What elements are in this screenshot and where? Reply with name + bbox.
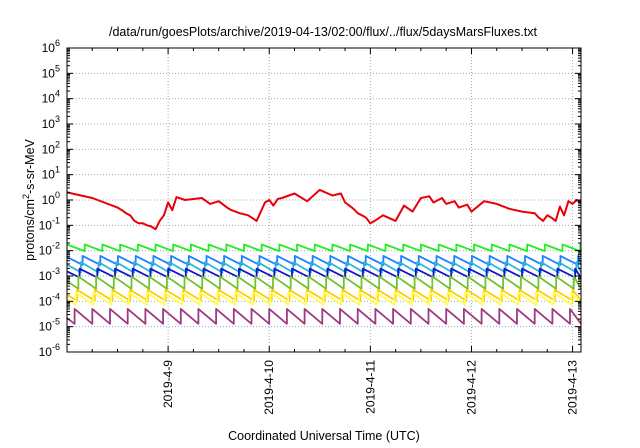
y-tick-label: 103 — [42, 114, 60, 131]
series-line-1 — [66, 188, 582, 231]
y-axis-label: protons/cm2-s-sr-MeV — [21, 138, 37, 260]
y-axis-label-main: protons/cm — [23, 199, 37, 261]
x-tick-labels: 2019-4-9 2019-4-10 2019-4-11 2019-4-12 2019-… — [161, 360, 579, 415]
y-tick-exp: -5 — [52, 317, 60, 327]
y-tick-base: 10 — [42, 117, 56, 131]
y-tick-exp: 6 — [55, 38, 60, 48]
y-tick-base: 10 — [42, 41, 56, 55]
y-tick-exp: -6 — [52, 342, 60, 352]
y-tick-exp: 2 — [55, 139, 60, 149]
y-tick-base: 10 — [42, 92, 56, 106]
y-tick-labels: 10-610-510-410-310-210-11001011021031041… — [39, 38, 60, 359]
series-line-5 — [66, 267, 582, 279]
y-tick-label: 105 — [42, 63, 60, 80]
y-tick-exp: -4 — [52, 291, 60, 301]
series-line-4 — [66, 261, 582, 274]
series-line-6 — [66, 275, 582, 290]
y-tick-base: 10 — [39, 294, 53, 308]
y-tick-exp: 4 — [55, 89, 60, 99]
y-tick-exp: 0 — [55, 190, 60, 200]
x-tick-label: 2019-4-12 — [464, 360, 478, 415]
y-tick-base: 10 — [39, 218, 53, 232]
plot-frame — [66, 47, 582, 353]
x-axis-label: Coordinated Universal Time (UTC) — [228, 429, 420, 443]
x-tick-label: 2019-4-11 — [363, 360, 377, 414]
y-tick-label: 10-6 — [39, 342, 60, 359]
y-tick-base: 10 — [39, 244, 53, 258]
axis-ticks — [67, 47, 581, 353]
y-tick-base: 10 — [42, 142, 56, 156]
y-tick-base: 10 — [39, 345, 53, 359]
grid — [67, 48, 581, 352]
y-tick-label: 10-5 — [39, 317, 60, 334]
y-tick-label: 104 — [42, 89, 60, 106]
y-tick-exp: 1 — [55, 165, 60, 175]
series-line-9 — [66, 308, 582, 325]
chart-title: /data/run/goesPlots/archive/2019-04-13/0… — [109, 25, 538, 39]
y-tick-exp: -2 — [52, 241, 60, 251]
y-tick-base: 10 — [39, 269, 53, 283]
y-tick-exp: -3 — [52, 266, 60, 276]
y-tick-exp: 3 — [55, 114, 60, 124]
y-tick-label: 10-2 — [39, 241, 60, 258]
y-tick-exp: 5 — [55, 63, 60, 73]
series-line-8 — [66, 291, 582, 306]
y-tick-base: 10 — [42, 193, 56, 207]
x-tick-label: 2019-4-9 — [161, 360, 175, 408]
y-tick-base: 10 — [39, 320, 53, 334]
series-line-7 — [66, 289, 582, 302]
y-tick-label: 101 — [42, 165, 60, 182]
y-tick-base: 10 — [42, 66, 56, 80]
x-tick-label: 2019-4-13 — [566, 360, 580, 415]
y-tick-label: 100 — [42, 190, 60, 207]
y-tick-base: 10 — [42, 168, 56, 182]
series-line-2 — [66, 243, 582, 252]
y-axis-label-sup: 2 — [21, 194, 31, 199]
y-axis-label-rest: -s-sr-MeV — [23, 138, 37, 194]
y-tick-label: 10-1 — [39, 215, 60, 232]
y-tick-label: 10-4 — [39, 291, 60, 308]
y-tick-label: 102 — [42, 139, 60, 156]
y-tick-label: 10-3 — [39, 266, 60, 283]
y-tick-label: 106 — [42, 38, 60, 55]
x-tick-label: 2019-4-10 — [262, 360, 276, 415]
series-line-3 — [66, 255, 582, 266]
y-tick-exp: -1 — [52, 215, 60, 225]
series-layer — [66, 188, 582, 325]
